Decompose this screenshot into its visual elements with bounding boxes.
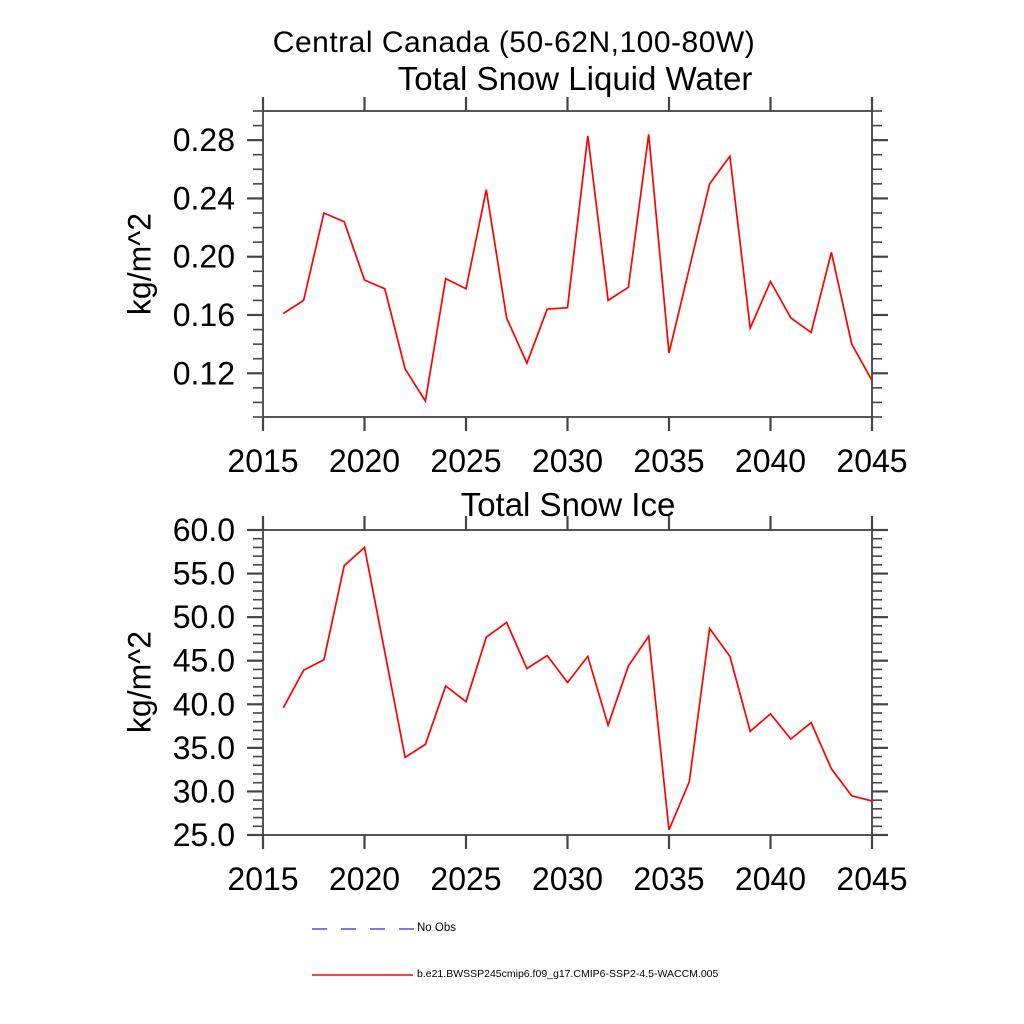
x-tick-label: 2025 <box>430 861 501 897</box>
x-tick-label: 2020 <box>329 861 400 897</box>
x-tick-label: 2025 <box>430 443 501 479</box>
x-tick-label: 2030 <box>532 443 603 479</box>
plot-frame <box>262 110 873 418</box>
top-chart-title: Total Snow Liquid Water <box>397 60 753 97</box>
x-tick-label: 2030 <box>532 861 603 897</box>
y-tick-label: 0.12 <box>173 355 235 391</box>
y-tick-label: 55.0 <box>173 556 235 592</box>
y-tick-label: 45.0 <box>173 643 235 679</box>
x-tick-label: 2035 <box>633 861 704 897</box>
data-line <box>282 134 873 404</box>
x-tick-label: 2045 <box>836 443 907 479</box>
x-tick-label: 2015 <box>227 443 298 479</box>
x-tick-label: 2015 <box>227 861 298 897</box>
x-tick-label: 2020 <box>329 443 400 479</box>
y-tick-label: 0.28 <box>173 122 235 158</box>
y-tick-label: 25.0 <box>173 817 235 853</box>
y-tick-label: 30.0 <box>173 773 235 809</box>
y-tick-label: 35.0 <box>173 730 235 766</box>
y-tick-label: 0.20 <box>173 239 235 275</box>
x-tick-label: 2040 <box>735 443 806 479</box>
figure-title: Central Canada (50-62N,100-80W) <box>272 26 756 59</box>
legend-label-model: b.e21.BWSSP245cmip6.f09_g17.CMIP6-SSP2-4… <box>417 968 719 980</box>
y-tick-label: 0.24 <box>173 180 235 216</box>
x-tick-label: 2045 <box>836 861 907 897</box>
y-tick-label: 50.0 <box>173 599 235 635</box>
y-tick-label: 40.0 <box>173 686 235 722</box>
x-tick-label: 2040 <box>735 861 806 897</box>
y-tick-label: 60.0 <box>173 512 235 548</box>
legend-label-no-obs: No Obs <box>417 922 456 934</box>
x-tick-label: 2035 <box>633 443 704 479</box>
data-line <box>282 545 873 831</box>
y-tick-label: 0.16 <box>173 297 235 333</box>
